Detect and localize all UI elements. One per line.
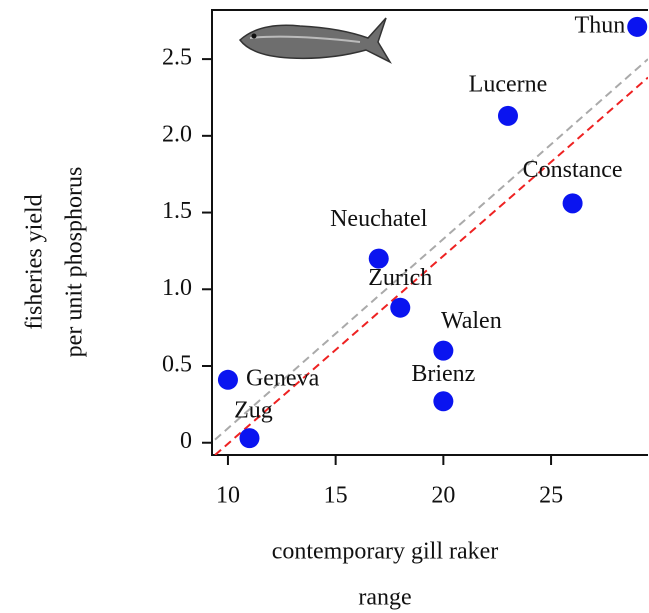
reference-line (214, 76, 648, 455)
fish-icon (238, 17, 392, 64)
point-label: Neuchatel (330, 206, 428, 232)
y-axis-label: fisheries yield (22, 194, 48, 329)
x-tick-label: 10 (216, 483, 240, 509)
y-tick-label: 1.0 (162, 275, 192, 301)
point (562, 193, 583, 214)
reference-line (214, 58, 648, 441)
point-label: Constance (523, 157, 623, 183)
point (433, 391, 454, 412)
y-tick-label: 2.0 (162, 121, 192, 147)
x-axis-label: range (358, 585, 411, 611)
point (239, 428, 260, 449)
plot-frame (211, 9, 648, 456)
point (368, 248, 389, 269)
point-label: Lucerne (469, 71, 548, 97)
y-axis-label: per unit phosphorus (62, 167, 88, 358)
point-label: Zurich (368, 265, 432, 291)
x-tick-label: 20 (431, 483, 455, 509)
point-label: Walen (441, 308, 502, 334)
point-label: Geneva (246, 365, 320, 391)
point (627, 16, 648, 37)
y-tick-label: 1.5 (162, 198, 192, 224)
point (497, 105, 518, 126)
point (217, 369, 238, 390)
point-label: Zug (234, 398, 273, 424)
x-tick-label: 25 (539, 483, 563, 509)
y-tick-label: 2.5 (162, 45, 192, 71)
x-axis-label: contemporary gill raker (272, 539, 499, 565)
y-tick-label: 0.5 (162, 352, 192, 378)
point-label: Thun (575, 12, 626, 38)
y-tick-label: 0 (180, 428, 192, 454)
point-label: Brienz (411, 361, 475, 387)
point (433, 340, 454, 361)
point (390, 297, 411, 318)
x-tick-label: 15 (324, 483, 348, 509)
